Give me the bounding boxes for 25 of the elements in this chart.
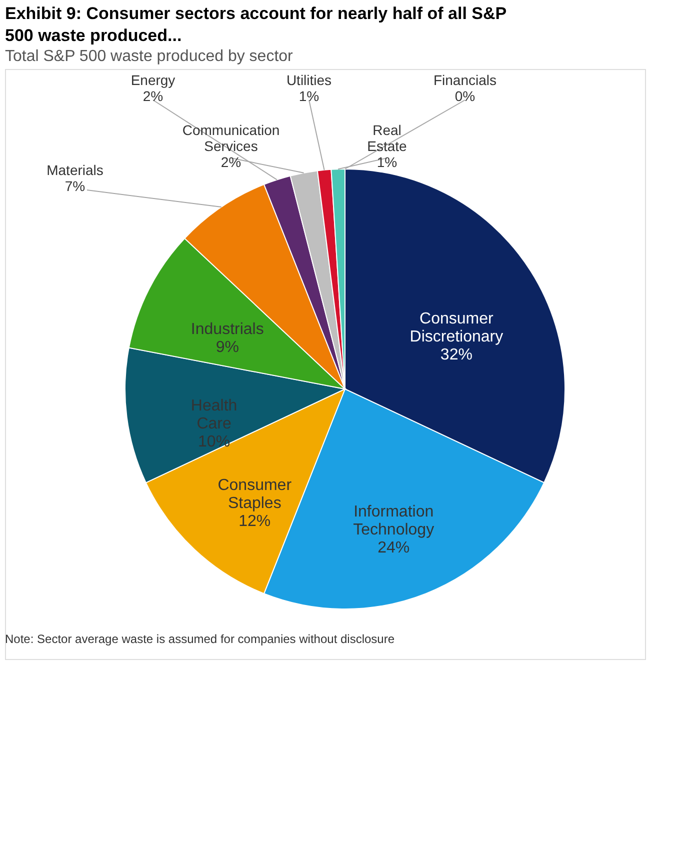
chart-subtitle: Total S&P 500 waste produced by sector: [5, 48, 294, 65]
data-label: 2%: [142, 88, 164, 104]
slice-label: Industrials: [190, 321, 264, 338]
text: 0%: [454, 88, 476, 104]
slice-label: Energy: [130, 72, 176, 88]
slice-label: Communication Services: [182, 122, 280, 154]
data-label: 32%: [440, 346, 472, 364]
chart-title: Exhibit 9: Consumer sectors account for nearly half of all S&P 500 waste produced...: [5, 4, 507, 45]
text: Note: Sector average waste is assumed for companies without disclosure: [5, 632, 395, 646]
data-label: 1%: [376, 154, 398, 170]
data-label: 7%: [64, 178, 86, 194]
slice-label: Information Technology: [353, 504, 434, 539]
data-label: 12%: [238, 513, 271, 530]
data-label: 2%: [220, 154, 242, 170]
slice-label: Materials: [46, 162, 104, 178]
data-label: 1%: [298, 88, 320, 104]
data-label: 9%: [216, 339, 239, 356]
slice-label: Consumer Staples: [218, 477, 292, 512]
slice-label: Health Care: [190, 398, 238, 433]
slice-label: Consumer Discretionary: [410, 310, 504, 346]
slice-label: Utilities: [286, 72, 332, 88]
slice-label: Real Estate: [367, 122, 408, 154]
data-label: 24%: [378, 540, 410, 557]
category-label: Financials: [433, 72, 497, 88]
data-label: 10%: [198, 434, 230, 451]
